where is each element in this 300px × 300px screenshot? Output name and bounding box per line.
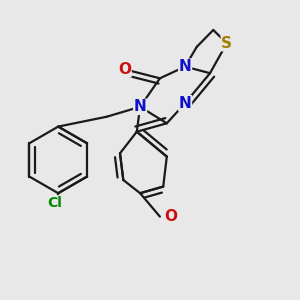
Text: Cl: Cl <box>47 196 62 210</box>
Text: O: O <box>164 209 177 224</box>
Text: O: O <box>118 62 131 77</box>
Text: N: N <box>179 59 191 74</box>
Text: S: S <box>221 36 232 51</box>
Text: N: N <box>134 99 146 114</box>
Text: N: N <box>179 96 191 111</box>
